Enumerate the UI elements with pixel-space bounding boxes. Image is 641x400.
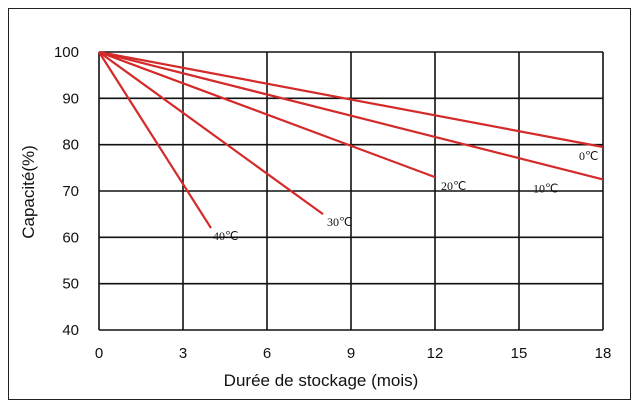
- series-label: 10℃: [533, 181, 558, 195]
- grid: [98, 51, 604, 331]
- x-tick-label: 3: [179, 345, 187, 362]
- series-label: 20℃: [441, 179, 466, 193]
- x-tick-label: 12: [427, 345, 444, 362]
- x-tick-labels: 0 3 6 9 12 15 18: [95, 345, 612, 362]
- x-tick-label: 0: [95, 345, 103, 362]
- y-tick-label: 70: [62, 183, 79, 200]
- series-line: [98, 50, 604, 181]
- y-tick-label: 40: [62, 322, 79, 339]
- series-label: 0℃: [579, 149, 598, 163]
- series-label: 40℃: [213, 229, 238, 243]
- series-lines: [98, 50, 604, 229]
- series-label: 30℃: [327, 215, 352, 229]
- x-tick-label: 6: [263, 345, 271, 362]
- series-labels: 0℃ 10℃ 20℃ 30℃ 40℃: [213, 149, 598, 243]
- x-tick-label: 18: [595, 345, 612, 362]
- series-line: [98, 50, 436, 179]
- y-tick-labels: 40 50 60 70 80 90 100: [54, 44, 79, 339]
- x-axis-title: Durée de stockage (mois): [224, 371, 419, 390]
- y-tick-label: 100: [54, 44, 79, 61]
- x-tick-label: 15: [511, 345, 528, 362]
- y-tick-label: 80: [62, 137, 79, 154]
- y-axis-title: Capacité(%): [19, 145, 38, 239]
- y-tick-label: 60: [62, 229, 79, 246]
- series-line: [98, 50, 604, 149]
- series-line: [98, 51, 212, 229]
- series-line: [98, 51, 324, 216]
- y-tick-label: 50: [62, 276, 79, 293]
- x-tick-label: 9: [347, 345, 355, 362]
- y-tick-label: 90: [62, 90, 79, 107]
